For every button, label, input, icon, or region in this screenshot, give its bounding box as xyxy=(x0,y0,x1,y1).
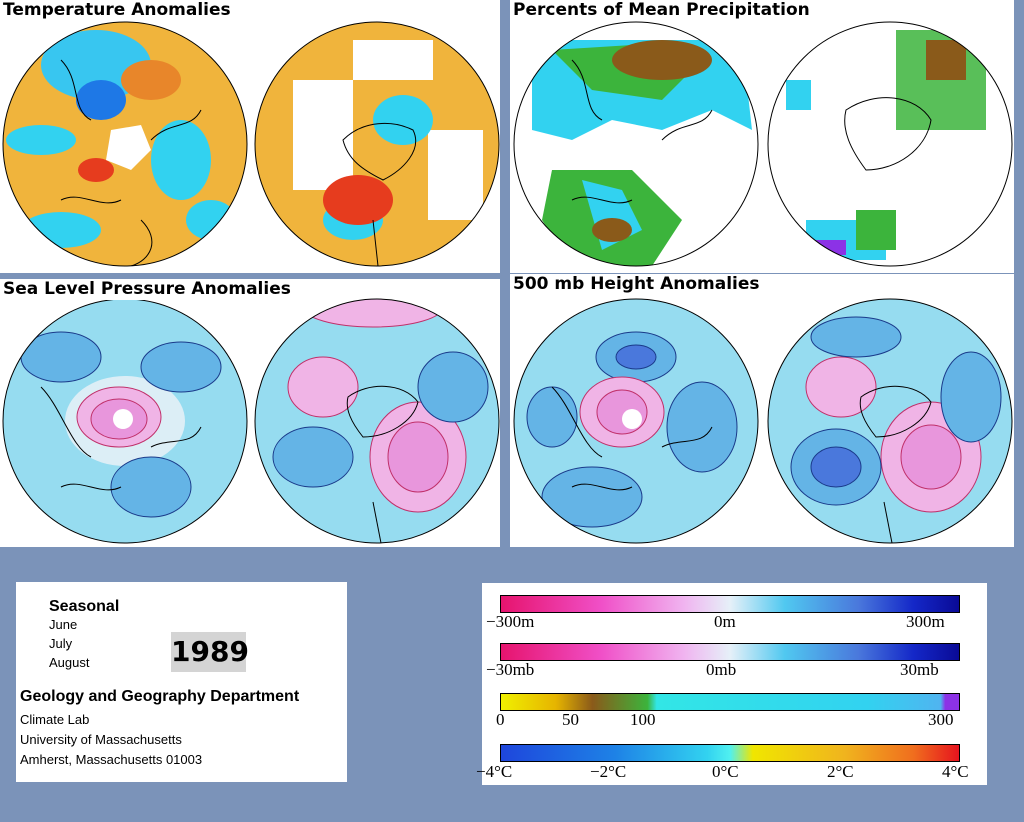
legend-box: −300m 0m 300m −30mb 0mb 30mb 0 50 100 30… xyxy=(476,583,987,785)
period-label: Seasonal xyxy=(49,598,120,615)
month-june: June xyxy=(49,617,78,632)
precip-panel: Percents of Mean Precipitation xyxy=(510,0,1014,273)
address-line-2: University of Massachusetts xyxy=(20,732,182,747)
precip-label-50: 50 xyxy=(562,710,579,729)
temp-label-minus2: −2°C xyxy=(590,762,627,781)
slp-globe-south xyxy=(253,297,501,545)
slp-globe-north xyxy=(1,297,249,545)
temp-label-0: 0°C xyxy=(712,762,739,781)
precip-globe-south xyxy=(766,20,1014,268)
pressure-label-max: 30mb xyxy=(900,660,939,679)
height-label-mid: 0m xyxy=(714,612,736,631)
month-august: August xyxy=(49,655,90,670)
department-label: Geology and Geography Department xyxy=(20,688,300,705)
height-label-min: −300m xyxy=(486,612,535,631)
height-globe-north xyxy=(512,297,760,545)
pressure-label-mid: 0mb xyxy=(706,660,737,679)
temperature-globe-north xyxy=(1,20,249,268)
temp-label-4: 4°C xyxy=(942,762,969,781)
slp-title: Sea Level Pressure Anomalies xyxy=(0,279,294,300)
height-panel: 500 mb Height Anomalies xyxy=(510,274,1014,547)
height-label-max: 300m xyxy=(906,612,945,631)
height-globe-south xyxy=(766,297,1014,545)
height-colorbar xyxy=(500,595,960,613)
height-title: 500 mb Height Anomalies xyxy=(510,274,763,295)
temperature-globe-south xyxy=(253,20,501,268)
precip-label-0: 0 xyxy=(496,710,505,729)
year-label: 1989 xyxy=(171,632,249,672)
temp-label-2: 2°C xyxy=(827,762,854,781)
temperature-title: Temperature Anomalies xyxy=(0,0,234,21)
info-box: Seasonal June July August 1989 Geology a… xyxy=(16,582,347,782)
precip-title: Percents of Mean Precipitation xyxy=(510,0,813,21)
slp-panel: Sea Level Pressure Anomalies xyxy=(0,279,500,547)
precip-globe-north xyxy=(512,20,760,268)
address-line-1: Climate Lab xyxy=(20,712,90,727)
precip-label-100: 100 xyxy=(630,710,656,729)
pressure-colorbar xyxy=(500,643,960,661)
temp-colorbar xyxy=(500,744,960,762)
precip-colorbar xyxy=(500,693,960,711)
month-july: July xyxy=(49,636,73,651)
temp-label-minus4: −4°C xyxy=(476,762,513,781)
precip-label-300: 300 xyxy=(928,710,954,729)
address-line-3: Amherst, Massachusetts 01003 xyxy=(20,752,203,767)
pressure-label-min: −30mb xyxy=(486,660,535,679)
temperature-panel: Temperature Anomalies xyxy=(0,0,500,273)
